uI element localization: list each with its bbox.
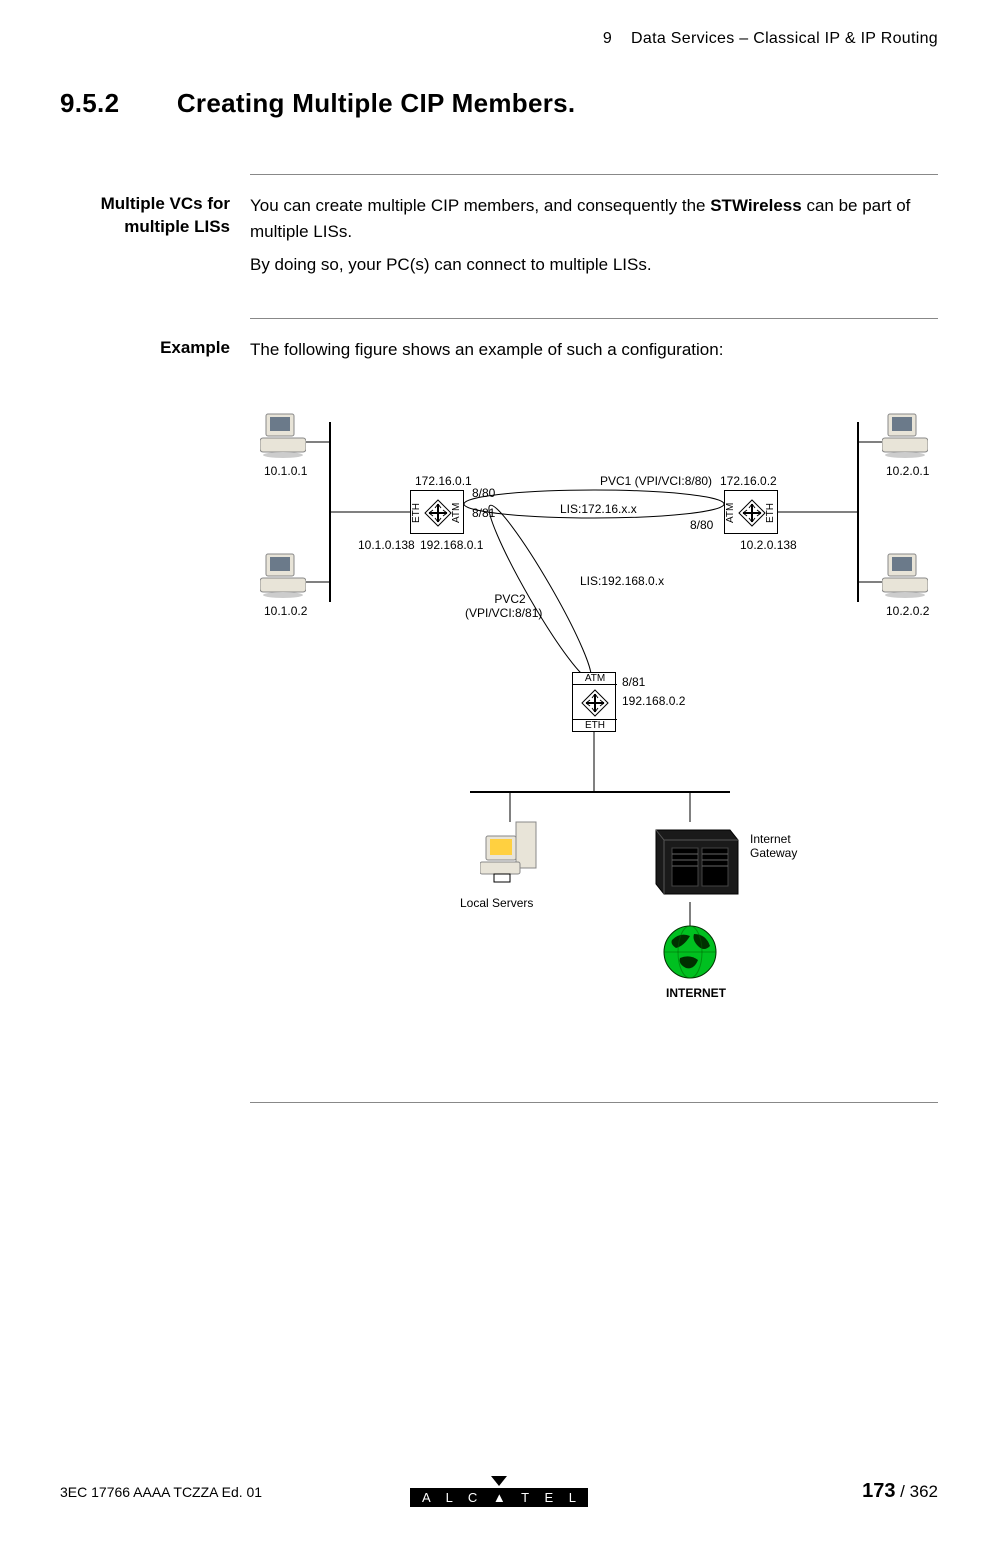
port-label: ATM [725, 493, 737, 533]
footer-logo-block: A L C ▲ T E L [410, 1476, 588, 1507]
doc-reference: 3EC 17766 AAAA TCZZA Ed. 01 [60, 1484, 262, 1500]
section-number: 9.5.2 [60, 88, 119, 119]
chapter-title: Data Services – Classical IP & IP Routin… [631, 30, 938, 47]
port-number: 8/80 [472, 486, 495, 500]
pvc-label: (VPI/VCI:8/81) [465, 606, 542, 620]
ip-label: 10.2.0.138 [740, 538, 797, 552]
label-local-servers: Local Servers [460, 896, 533, 910]
section-title: Creating Multiple CIP Members. [177, 88, 576, 118]
block-multiple-vcs: Multiple VCs for multiple LISs You can c… [250, 193, 938, 278]
section-heading: 9.5.2 Creating Multiple CIP Members. [60, 88, 938, 119]
page-number: 173 / 362 [862, 1480, 938, 1503]
pvc-label: PVC1 (VPI/VCI:8/80) [600, 474, 712, 488]
lis-label: LIS:192.168.0.x [580, 574, 664, 588]
page-sep: / [895, 1482, 909, 1501]
pc-icon [882, 552, 928, 601]
ip-label: 172.16.0.1 [415, 474, 472, 488]
text: The following figure shows an example of… [250, 337, 938, 363]
network-diagram: 10.1.0.1 10.1.0.2 10.2.0.1 10.2.0.2 ETH … [250, 382, 938, 1062]
ip-label: 10.1.0.1 [264, 464, 307, 478]
ip-label: 172.16.0.2 [720, 474, 777, 488]
chapter-header: 9 Data Services – Classical IP & IP Rout… [60, 30, 938, 48]
body-text: You can create multiple CIP members, and… [250, 193, 938, 278]
atm-device-right: ATM ETH [724, 490, 778, 534]
current-page: 173 [862, 1480, 895, 1502]
divider [250, 1102, 938, 1103]
divider [250, 174, 938, 175]
port-number: 8/81 [472, 506, 495, 520]
body-text: The following figure shows an example of… [250, 337, 938, 363]
total-pages: 362 [910, 1482, 938, 1501]
triangle-icon [491, 1476, 507, 1486]
pc-icon [260, 552, 306, 601]
divider [250, 318, 938, 319]
pvc-label: PVC2 [475, 592, 545, 606]
ip-label: 10.1.0.2 [264, 604, 307, 618]
port-label: ETH [411, 493, 423, 533]
server-icon [480, 818, 544, 891]
text: By doing so, your PC(s) can connect to m… [250, 252, 938, 278]
port-number: 8/81 [622, 675, 645, 689]
alcatel-logo: A L C ▲ T E L [410, 1488, 588, 1507]
port-number: 8/80 [690, 518, 713, 532]
globe-icon [660, 922, 720, 985]
block-example: Example The following figure shows an ex… [250, 337, 938, 1063]
pc-icon [260, 412, 306, 461]
label-internet: INTERNET [666, 986, 726, 1000]
port-label: ATM [451, 493, 463, 533]
ip-label: 10.2.0.2 [886, 604, 929, 618]
side-label-example: Example [60, 337, 230, 360]
ip-label: 10.1.0.138 [358, 538, 415, 552]
ip-label: 192.168.0.1 [420, 538, 483, 552]
product-name: STWireless [710, 196, 802, 215]
page-footer: 3EC 17766 AAAA TCZZA Ed. 01 A L C ▲ T E … [60, 1480, 938, 1503]
pc-icon [882, 412, 928, 461]
ip-label: 10.2.0.1 [886, 464, 929, 478]
text: Internet Gateway [750, 832, 797, 860]
side-label-multi-vc: Multiple VCs for multiple LISs [60, 193, 230, 239]
atm-device-left: ETH ATM [410, 490, 464, 534]
chapter-number: 9 [603, 30, 612, 47]
text: You can create multiple CIP members, and… [250, 196, 710, 215]
port-label: ETH [765, 493, 777, 533]
atm-device-mid: ATM ETH [572, 672, 616, 732]
label-gateway: Internet Gateway [750, 832, 810, 861]
port-label: ATM [573, 673, 617, 685]
port-label: ETH [573, 719, 617, 731]
ip-label: 192.168.0.2 [622, 694, 685, 708]
lis-label: LIS:172.16.x.x [560, 502, 637, 516]
gateway-icon [650, 820, 740, 903]
